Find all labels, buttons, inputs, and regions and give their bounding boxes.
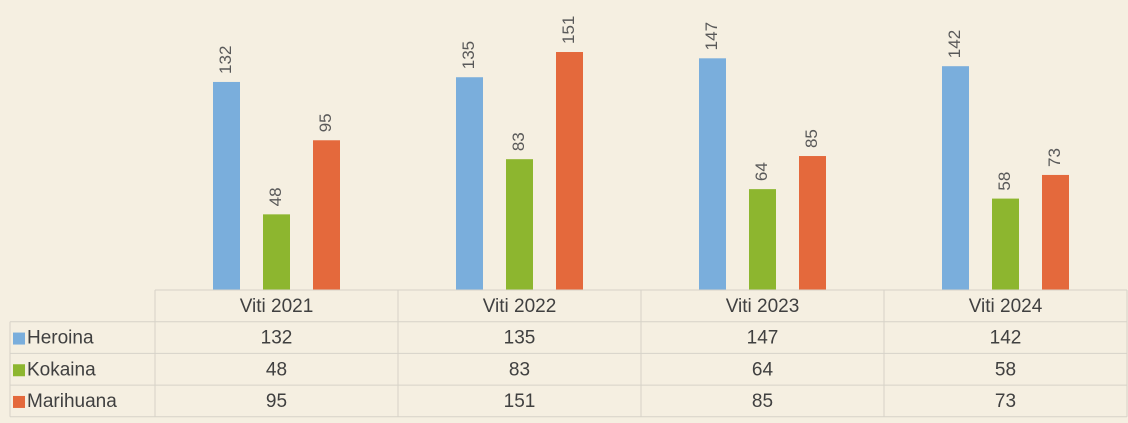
data-label: 83: [509, 132, 528, 151]
table-value: 58: [995, 359, 1016, 380]
table-value: 95: [266, 391, 287, 412]
table-value: 83: [509, 359, 530, 380]
bar: [799, 156, 826, 290]
bar: [942, 66, 969, 291]
data-label: 85: [802, 129, 821, 148]
category-label: Viti 2021: [240, 296, 314, 317]
bar: [1042, 174, 1069, 290]
data-label: 48: [266, 187, 285, 206]
data-label: 142: [945, 30, 964, 58]
data-label: 58: [995, 172, 1014, 191]
data-label: 147: [702, 22, 721, 50]
table-value: 132: [261, 328, 293, 349]
table-value: 85: [752, 391, 773, 412]
table-value: 48: [266, 359, 287, 380]
data-label: 64: [752, 162, 771, 181]
legend-swatch: [13, 364, 25, 377]
table-value: 135: [504, 328, 536, 349]
data-label: 151: [559, 16, 578, 44]
table-value: 64: [752, 359, 774, 380]
table-value: 142: [990, 328, 1022, 349]
bar: [263, 214, 290, 290]
legend-swatch: [13, 332, 25, 345]
bar: [456, 77, 483, 290]
bar: [556, 52, 583, 291]
bar: [213, 81, 240, 291]
table-value: 151: [504, 391, 536, 412]
category-label: Viti 2023: [726, 296, 800, 317]
legend-label: Heroina: [27, 328, 94, 349]
bar: [313, 140, 340, 290]
data-label: 73: [1045, 148, 1064, 167]
category-label: Viti 2024: [969, 296, 1043, 317]
data-label: 132: [216, 46, 235, 74]
table-value: 73: [995, 391, 1016, 412]
table-value: 147: [747, 328, 779, 349]
category-label: Viti 2022: [483, 296, 557, 317]
bar: [699, 58, 726, 290]
data-label: 135: [459, 41, 478, 69]
bar: [749, 189, 776, 290]
legend-label: Marihuana: [27, 391, 117, 412]
data-label: 95: [316, 113, 335, 132]
bar: [506, 159, 533, 290]
bar: [992, 198, 1019, 290]
legend-swatch: [13, 395, 25, 408]
legend-label: Kokaina: [27, 359, 96, 380]
